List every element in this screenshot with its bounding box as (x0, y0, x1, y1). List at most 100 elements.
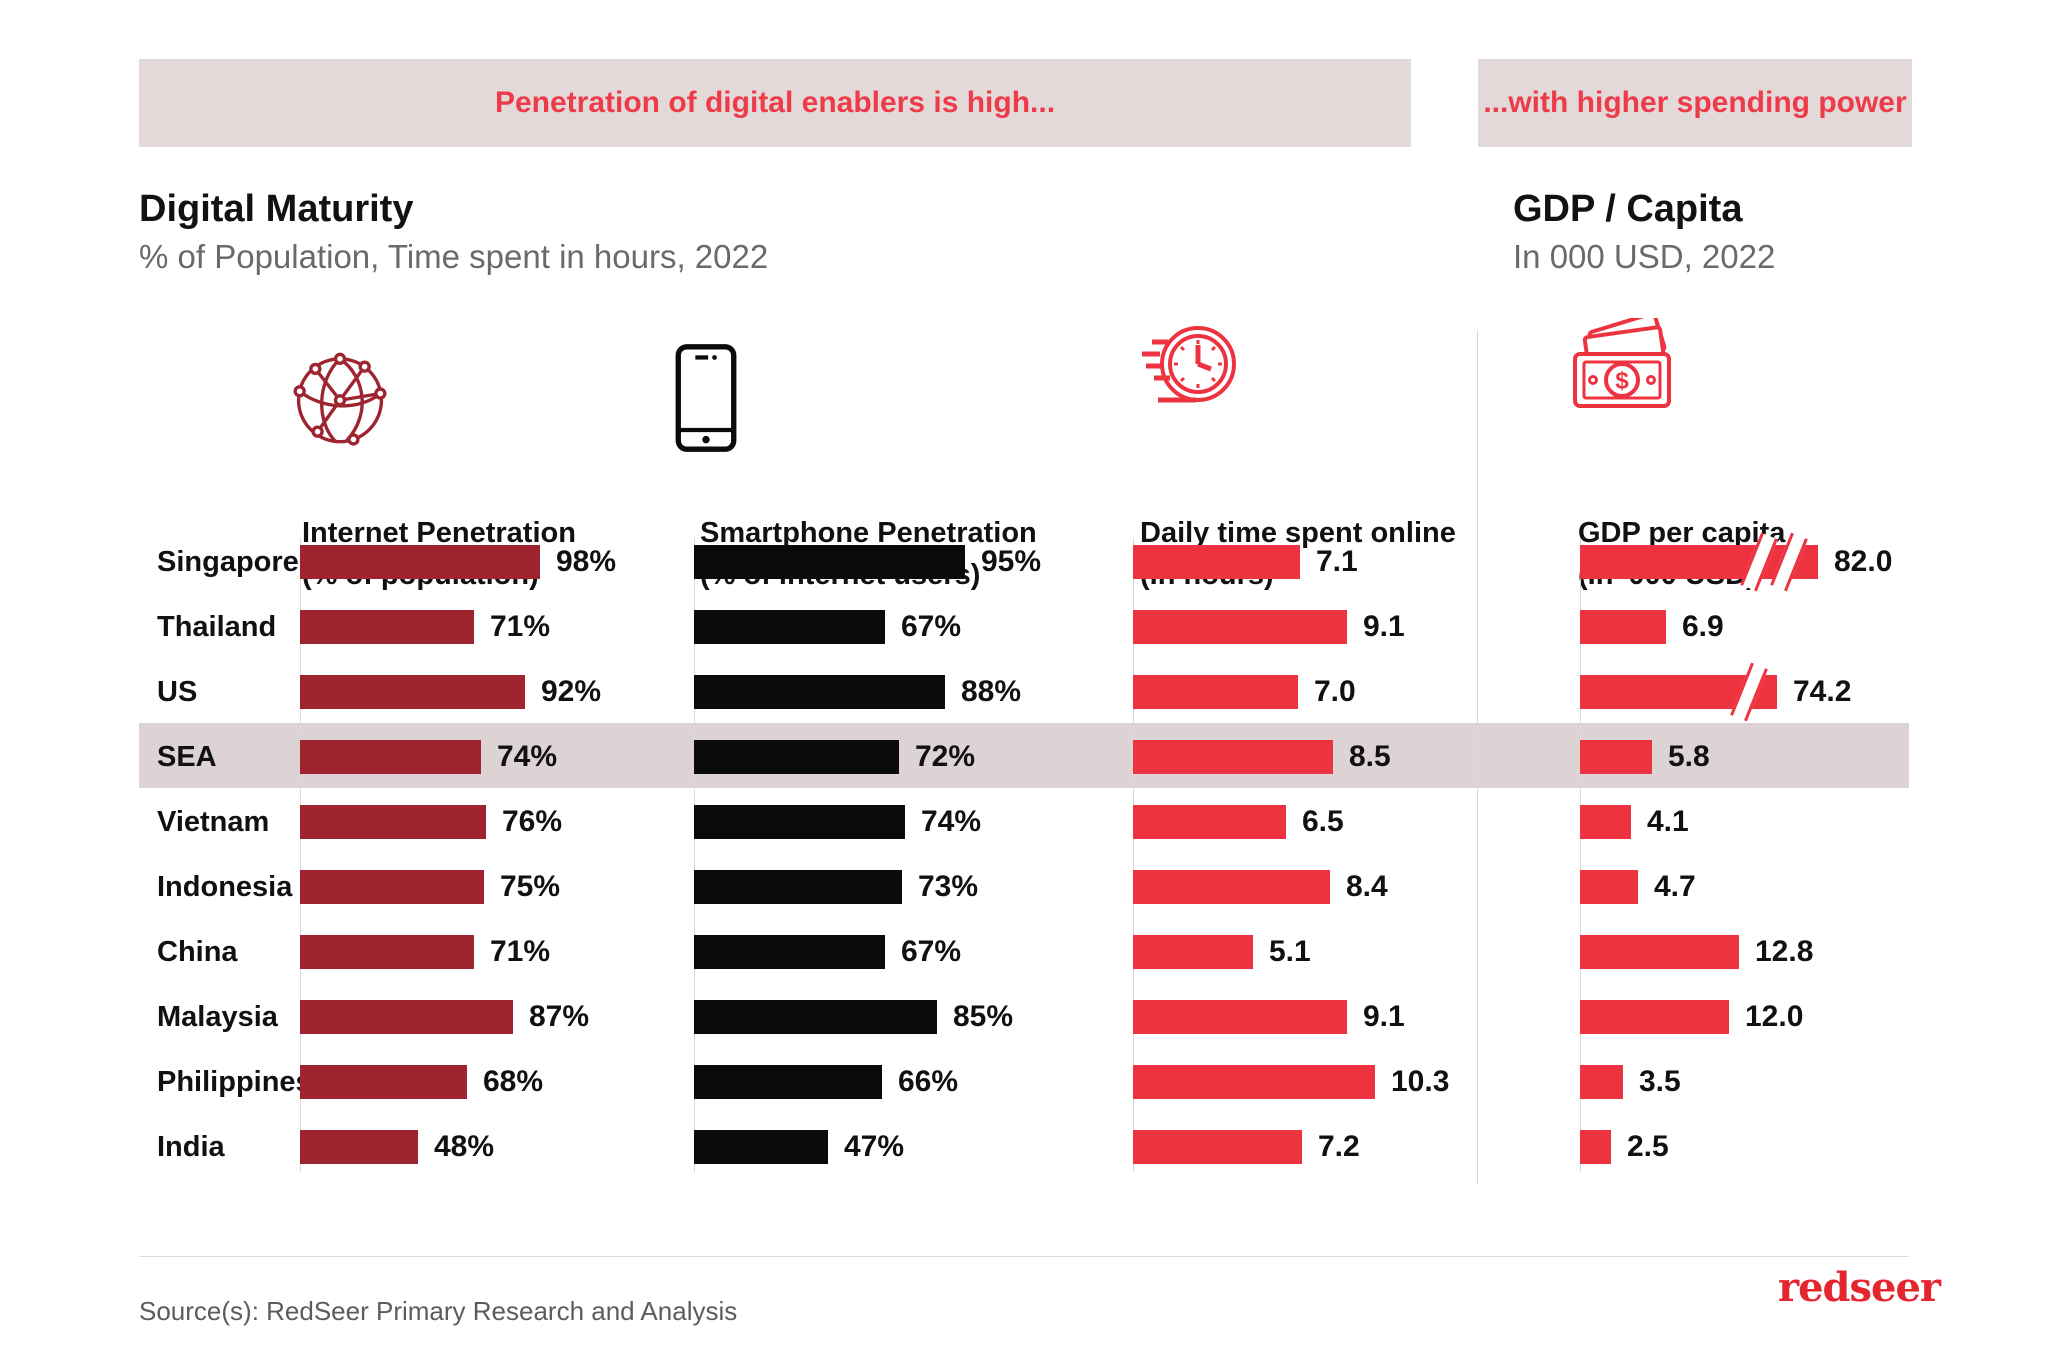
value-label: 75% (500, 870, 561, 903)
country-label: SEA (157, 741, 217, 773)
value-label: 95% (981, 545, 1042, 578)
value-label: 74% (497, 740, 558, 773)
bar (694, 805, 905, 839)
value-label: 7.2 (1318, 1130, 1360, 1163)
value-label: 68% (483, 1065, 544, 1098)
bar (694, 1130, 828, 1164)
value-label: 92% (541, 675, 602, 708)
value-label: 98% (556, 545, 617, 578)
country-label: US (157, 676, 198, 708)
bar (1580, 935, 1739, 969)
column-title: Internet Penetration (302, 517, 576, 549)
bar (694, 740, 899, 774)
bar (1133, 1130, 1302, 1164)
value-label: 5.8 (1668, 740, 1710, 773)
bar (1580, 1065, 1623, 1099)
bar (694, 675, 945, 709)
value-label: 74.2 (1793, 675, 1852, 708)
value-label: 7.1 (1316, 545, 1358, 578)
country-label: Philippines (157, 1066, 312, 1098)
bar (300, 740, 481, 774)
country-label: Singapore (157, 546, 299, 578)
value-label: 8.5 (1349, 740, 1391, 773)
axis-line (300, 538, 301, 1172)
bar (300, 870, 484, 904)
country-label: Thailand (157, 611, 277, 643)
value-label: 4.7 (1654, 870, 1696, 903)
bar (300, 1000, 513, 1034)
country-label: Indonesia (157, 871, 293, 903)
country-label: Vietnam (157, 806, 270, 838)
bar (300, 675, 525, 709)
bar (694, 870, 902, 904)
value-label: 6.9 (1682, 610, 1724, 643)
column-title: GDP per capita (1578, 517, 1786, 549)
value-label: 7.0 (1314, 675, 1356, 708)
value-label: 72% (915, 740, 976, 773)
bar (300, 805, 486, 839)
bar (300, 1065, 467, 1099)
value-label: 2.5 (1627, 1130, 1669, 1163)
bar (694, 545, 965, 579)
money-icon: $ (1570, 311, 1684, 417)
value-label: 12.8 (1755, 935, 1814, 968)
country-label: India (157, 1131, 225, 1163)
value-label: 71% (490, 610, 551, 643)
bar (300, 1130, 418, 1164)
axis-line (694, 538, 695, 1172)
value-label: 87% (529, 1000, 590, 1033)
bar (1133, 740, 1333, 774)
bar (1580, 870, 1638, 904)
right-banner-text: ...with higher spending power (1483, 86, 1907, 119)
source-text: Source(s): RedSeer Primary Research and … (139, 1296, 738, 1326)
section-divider (1477, 330, 1478, 1185)
bar (1580, 610, 1666, 644)
bar (1580, 1130, 1611, 1164)
value-label: 8.4 (1346, 870, 1388, 903)
speed-clock-icon (1130, 312, 1242, 421)
smartphone-icon (674, 342, 738, 459)
bar (694, 610, 885, 644)
value-label: 9.1 (1363, 610, 1405, 643)
bar (1133, 675, 1298, 709)
bar (1133, 545, 1300, 579)
country-label: China (157, 936, 238, 968)
value-label: 85% (953, 1000, 1014, 1033)
value-label: 67% (901, 610, 962, 643)
value-label: 82.0 (1834, 545, 1893, 578)
svg-text:$: $ (1615, 368, 1629, 395)
bar (300, 545, 540, 579)
value-label: 47% (844, 1130, 905, 1163)
bar (1133, 1000, 1347, 1034)
value-label: 3.5 (1639, 1065, 1681, 1098)
value-label: 71% (490, 935, 551, 968)
gdp-section-subtitle: In 000 USD, 2022 (1513, 238, 1776, 275)
redseer-logo: redseer (1778, 1264, 1941, 1311)
right-banner: ...with higher spending power (1478, 59, 1912, 147)
page-subtitle: % of Population, Time spent in hours, 20… (139, 238, 769, 275)
bar (694, 1065, 882, 1099)
globe-network-icon (284, 342, 396, 459)
bar (1580, 1000, 1729, 1034)
value-label: 88% (961, 675, 1022, 708)
left-banner-text: Penetration of digital enablers is high.… (494, 86, 1056, 119)
value-label: 74% (921, 805, 982, 838)
value-label: 48% (434, 1130, 495, 1163)
value-label: 9.1 (1363, 1000, 1405, 1033)
value-label: 10.3 (1391, 1065, 1450, 1098)
column-title: Smartphone Penetration (700, 517, 1037, 549)
axis-line (1133, 538, 1134, 1172)
footer-divider (139, 1256, 1909, 1257)
column-title: Daily time spent online (1140, 517, 1456, 549)
value-label: 5.1 (1269, 935, 1311, 968)
bar (1133, 610, 1347, 644)
value-label: 66% (898, 1065, 959, 1098)
value-label: 6.5 (1302, 805, 1344, 838)
bar (1133, 935, 1253, 969)
bar (694, 1000, 937, 1034)
left-banner: Penetration of digital enablers is high.… (139, 59, 1411, 147)
bar (300, 935, 474, 969)
bar (694, 935, 885, 969)
value-label: 12.0 (1745, 1000, 1804, 1033)
